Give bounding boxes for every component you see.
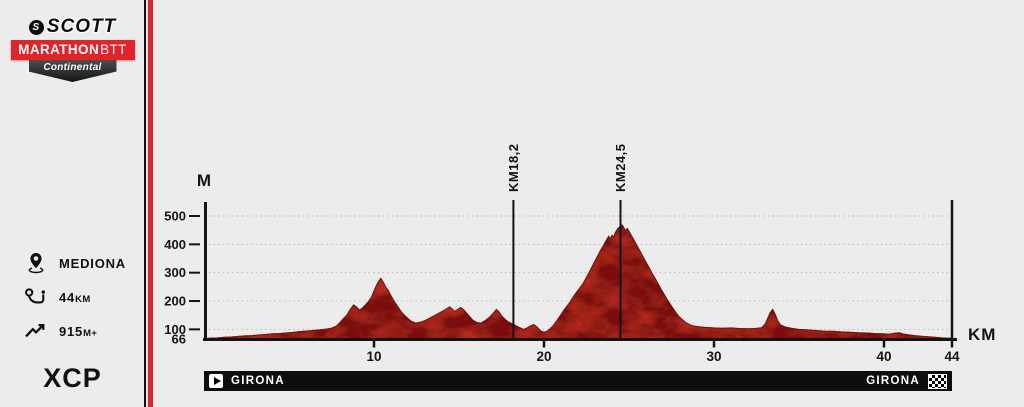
x-tick-label: 10 [366, 349, 381, 364]
race-stats: MEDIONA 44KM [24, 252, 126, 354]
elevation-gain-icon [24, 321, 48, 341]
x-tick-label: 44 [944, 349, 960, 364]
distance-unit: KM [75, 293, 91, 305]
brand-row: S SCOTT [11, 16, 135, 38]
distance-stat: 44KM [59, 290, 91, 305]
y-tick-label: 300 [164, 265, 186, 280]
sidebar-divider-red [148, 0, 153, 407]
y-tick-label: 400 [164, 237, 186, 252]
elevation-value: 915 [59, 323, 84, 339]
brand-name: SCOTT [46, 16, 117, 37]
start-city-label: GIRONA [231, 375, 285, 387]
elevation-stat: 915M+ [59, 324, 97, 339]
route-start: GIRONA [209, 374, 285, 388]
y-tick-label: 100 [164, 322, 186, 337]
event-logo: S SCOTT MARATHONBTT Continental [10, 16, 135, 82]
location-pin-icon [24, 252, 48, 274]
route-distance-icon [24, 287, 48, 307]
km-marker-label: KM24,5 [613, 143, 628, 192]
x-axis-unit-label: KM [968, 325, 996, 344]
sidebar: S SCOTT MARATHONBTT Continental MEDIONA [0, 0, 145, 407]
route-bar: GIRONA GIRONA [204, 371, 952, 391]
x-tick-label: 40 [876, 349, 891, 364]
start-location-label: MEDIONA [59, 255, 126, 271]
end-city-label: GIRONA [866, 375, 920, 387]
event-series-suffix: BTT [100, 42, 127, 57]
elevation-profile-area [203, 224, 953, 340]
scott-logo-icon: S [28, 19, 44, 35]
elevation-unit: M+ [83, 327, 98, 339]
race-category-label: XCP [43, 363, 102, 393]
checkered-flag-icon [928, 373, 947, 389]
x-tick-label: 30 [706, 349, 721, 364]
distance-value: 44 [59, 289, 76, 305]
y-tick-label: 200 [164, 294, 186, 309]
route-end: GIRONA [866, 373, 947, 389]
stat-elevation-gain: 915M+ [24, 320, 126, 342]
stat-distance: 44KM [24, 286, 126, 308]
sidebar-divider-black [144, 0, 146, 407]
start-play-icon [209, 374, 223, 388]
x-tick-label: 20 [536, 349, 551, 364]
y-tick-label: 500 [164, 209, 186, 224]
stat-location: MEDIONA [24, 252, 126, 274]
event-series-label: MARATHON [18, 42, 100, 57]
y-axis-unit-label: M [197, 171, 211, 190]
km-marker-label: KM18,2 [506, 143, 521, 192]
event-title-banner: MARATHONBTT [10, 40, 135, 60]
y-tick-label: 66 [172, 332, 186, 347]
sponsor-badge: Continental [28, 60, 117, 82]
